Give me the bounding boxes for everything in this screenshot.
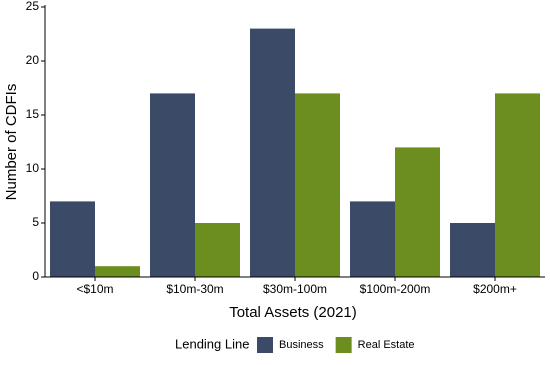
y-axis-title: Number of CDFIs [3, 84, 20, 201]
bar [295, 93, 340, 278]
bar [495, 93, 540, 278]
y-tick-label: 15 [26, 107, 40, 121]
y-tick-label: 0 [32, 269, 39, 283]
bar [450, 223, 495, 277]
x-axis-title: Total Assets (2021) [229, 304, 357, 321]
bar [395, 147, 440, 277]
legend-title: Lending Line [175, 336, 249, 351]
bar [250, 28, 295, 277]
y-tick-label: 5 [32, 215, 39, 229]
bar [95, 266, 140, 277]
legend-label: Business [279, 339, 324, 351]
y-tick-label: 25 [26, 0, 40, 13]
x-tick-label: $10m-30m [166, 282, 223, 296]
legend-swatch [335, 337, 352, 353]
legend-swatch [257, 337, 273, 353]
x-tick-label: $100m-200m [360, 282, 431, 296]
legend-label: Real Estate [358, 339, 415, 351]
y-tick-label: 10 [26, 161, 40, 175]
x-tick-label: $30m-100m [263, 282, 327, 296]
bar [350, 201, 395, 277]
bar [150, 93, 195, 278]
bar [195, 223, 240, 277]
y-tick-label: 20 [26, 53, 40, 67]
bar [50, 201, 95, 277]
x-tick-label: <$10m [76, 282, 113, 296]
x-tick-label: $200m+ [473, 282, 517, 296]
